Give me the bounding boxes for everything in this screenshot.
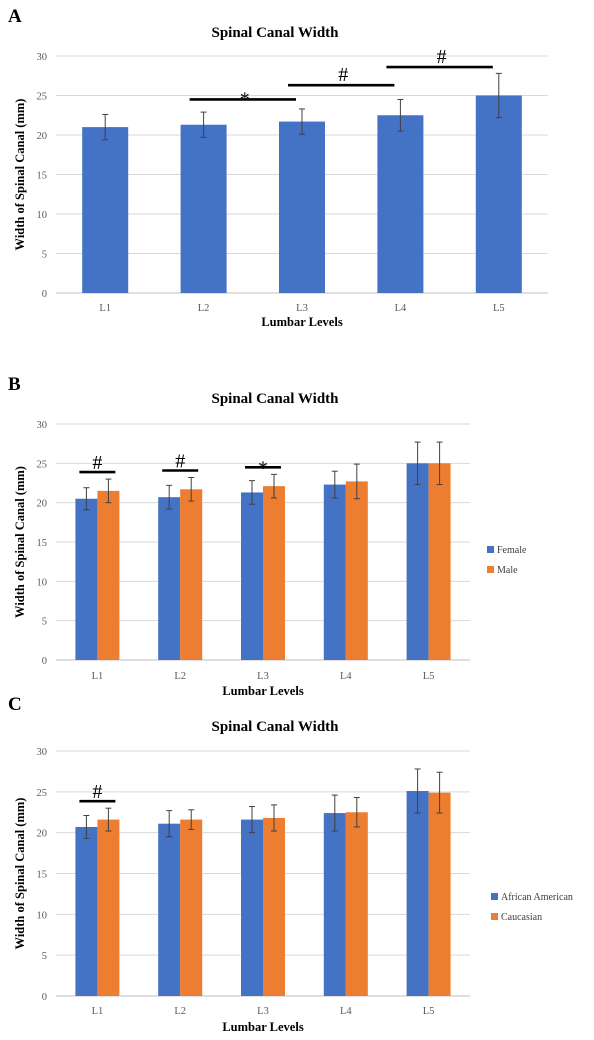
- y-tick-label: 15: [37, 870, 48, 881]
- y-axis-label: Width of Spinal Canal (mm): [13, 798, 27, 950]
- y-axis-label: Width of Spinal Canal (mm): [13, 466, 27, 618]
- x-tick-label: L4: [340, 1006, 352, 1017]
- bar-female-l3: [241, 492, 263, 660]
- panel-letter: B: [8, 374, 21, 395]
- x-tick-label: L5: [423, 671, 435, 682]
- chart-panel-c: C Spinal Canal Width 0 5 10 15 20 25 30 L1 L2 L3 L4 L…: [8, 694, 573, 1034]
- significance-symbol: #: [92, 781, 102, 803]
- bar-male-l4: [345, 481, 368, 660]
- legend-swatch: [487, 566, 494, 573]
- x-tick-label: L1: [92, 1006, 104, 1017]
- legend-swatch: [491, 893, 498, 900]
- y-tick-label: 20: [37, 499, 48, 510]
- significance-symbol: #: [437, 46, 447, 68]
- legend-swatch: [491, 913, 498, 920]
- significance-symbol: #: [175, 450, 185, 472]
- x-tick-label: L1: [99, 303, 111, 314]
- bar-caucasian-l3: [263, 817, 285, 996]
- x-tick-label: L3: [257, 1006, 269, 1017]
- y-tick-label: 5: [42, 250, 47, 261]
- y-tick-label: 10: [37, 577, 48, 588]
- bar-female-l1: [75, 498, 98, 660]
- significance-symbol: *: [258, 457, 268, 479]
- y-tick-label: 30: [37, 420, 48, 431]
- x-tick-label: L3: [257, 671, 269, 682]
- x-axis-label: Lumbar Levels: [222, 684, 304, 698]
- x-axis-label: Lumbar Levels: [222, 1020, 304, 1034]
- bar-african-american-l5: [406, 791, 429, 996]
- x-tick-label: L5: [423, 1006, 435, 1017]
- legend-entry: Male: [497, 565, 518, 576]
- y-tick-label: 30: [37, 747, 48, 758]
- y-tick-label: 0: [42, 656, 47, 667]
- bar-male-l5: [428, 463, 451, 660]
- y-tick-label: 30: [37, 52, 48, 63]
- y-tick-label: 25: [37, 92, 48, 103]
- bar-l1: [82, 127, 129, 293]
- y-tick-label: 5: [42, 951, 47, 962]
- x-tick-label: L2: [174, 1006, 186, 1017]
- bar-african-american-l2: [158, 823, 181, 996]
- chart-title: Spinal Canal Width: [211, 25, 339, 41]
- y-tick-label: 20: [37, 829, 48, 840]
- y-tick-label: 10: [37, 210, 48, 221]
- legend-entry: African American: [501, 892, 573, 903]
- y-tick-label: 5: [42, 617, 47, 628]
- x-tick-label: L4: [395, 303, 407, 314]
- panel-letter: A: [8, 6, 22, 27]
- x-tick-label: L4: [340, 671, 352, 682]
- bar-l2: [180, 124, 227, 293]
- bar-female-l2: [158, 497, 181, 660]
- bar-african-american-l3: [241, 819, 263, 996]
- bar-male-l1: [97, 490, 120, 660]
- bar-male-l2: [180, 489, 203, 660]
- significance-symbol: *: [240, 88, 250, 110]
- legend-entry: Female: [497, 545, 527, 556]
- y-tick-label: 0: [42, 992, 47, 1003]
- chart-title: Spinal Canal Width: [211, 391, 339, 407]
- bar-caucasian-l5: [428, 792, 451, 996]
- bar-female-l4: [323, 484, 346, 660]
- y-tick-label: 20: [37, 131, 48, 142]
- bar-l3: [279, 121, 325, 293]
- bar-african-american-l4: [323, 813, 346, 996]
- bar-female-l5: [406, 463, 429, 660]
- y-tick-label: 25: [37, 788, 48, 799]
- y-tick-label: 15: [37, 171, 48, 182]
- bar-caucasian-l2: [180, 819, 203, 996]
- significance-symbol: #: [338, 64, 348, 86]
- x-axis-label: Lumbar Levels: [261, 315, 343, 329]
- legend-entry: Caucasian: [501, 912, 542, 923]
- chart-title: Spinal Canal Width: [211, 719, 339, 735]
- bar-caucasian-l1: [97, 819, 120, 996]
- chart-panel-b: B Spinal Canal Width 0 5 10 15 20 25 30 L1 L2 L3 L4 L…: [8, 374, 527, 698]
- bar-l4: [377, 115, 424, 293]
- x-tick-label: L2: [174, 671, 186, 682]
- x-tick-label: L2: [198, 303, 210, 314]
- y-tick-label: 10: [37, 910, 48, 921]
- bar-male-l3: [263, 486, 285, 660]
- y-tick-label: 15: [37, 538, 48, 549]
- y-axis-label: Width of Spinal Canal (mm): [13, 99, 27, 251]
- significance-symbol: #: [92, 452, 102, 474]
- panel-letter: C: [8, 694, 22, 715]
- bar-african-american-l1: [75, 826, 98, 996]
- bar-l5: [475, 95, 522, 293]
- chart-panel-a: A Spinal Canal Width 0 5 10 15 20 25 30 L1 L2 L3 L4 L…: [8, 6, 548, 329]
- y-tick-label: 25: [37, 459, 48, 470]
- bar-caucasian-l4: [345, 812, 368, 996]
- legend-swatch: [487, 546, 494, 553]
- y-tick-label: 0: [42, 289, 47, 300]
- x-tick-label: L5: [493, 303, 505, 314]
- x-tick-label: L1: [92, 671, 104, 682]
- x-tick-label: L3: [296, 303, 308, 314]
